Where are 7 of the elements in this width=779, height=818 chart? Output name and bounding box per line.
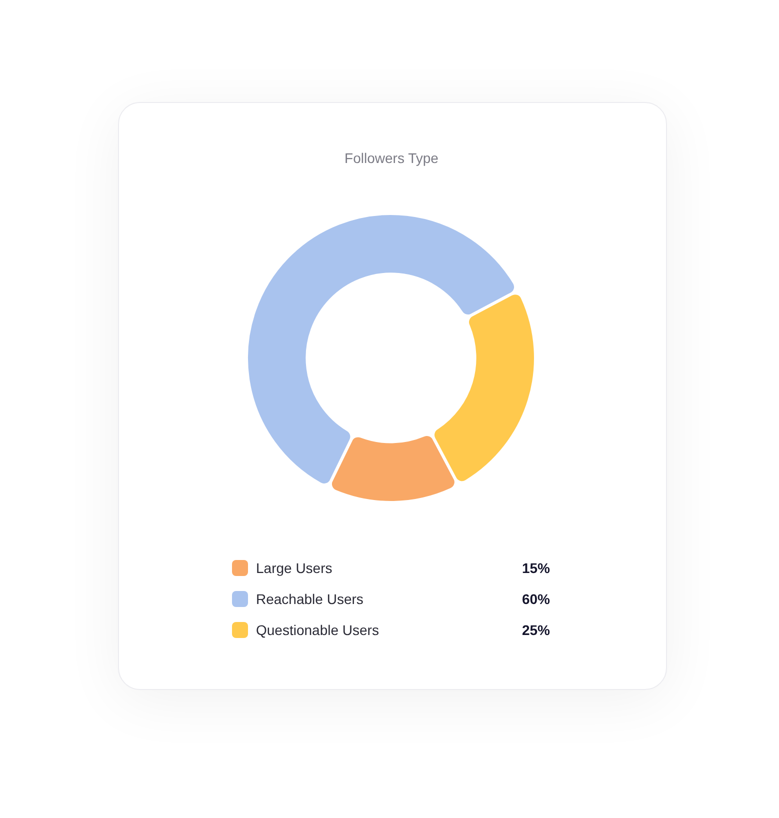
data-label: 60% <box>522 590 550 606</box>
legend-label: Questionable Users <box>256 622 380 638</box>
data-label: 25% <box>522 622 550 638</box>
chart-title: Followers Type <box>344 150 440 166</box>
legend-label: Reachable Users <box>256 590 364 606</box>
data-label: 15% <box>522 560 550 576</box>
legend-label: Large Users <box>256 560 334 576</box>
